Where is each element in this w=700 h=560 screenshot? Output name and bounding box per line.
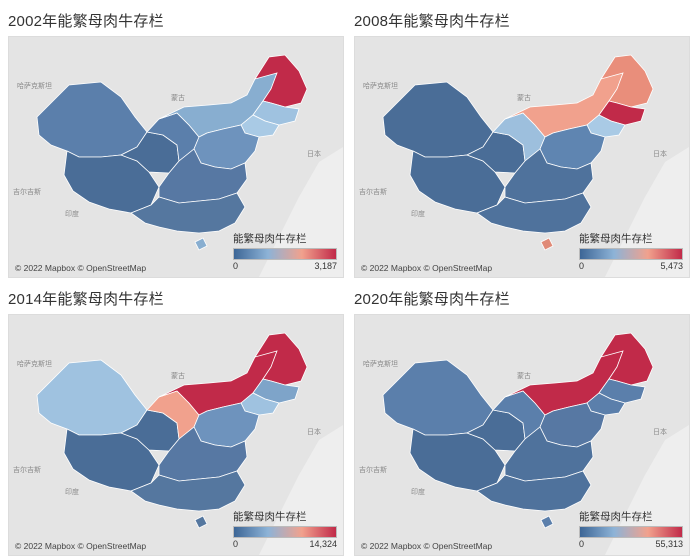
map-attribution: © 2022 Mapbox © OpenStreetMap [361,263,493,273]
province-tibet[interactable] [63,150,160,214]
legend-title: 能繁母肉牛存栏 [233,511,307,523]
country-label: 日本 [307,429,321,436]
legend-title: 能繁母肉牛存栏 [579,233,653,245]
map-panel: 2014年能繁母肉牛存栏 哈萨克斯坦 蒙古 吉尔吉斯 印度 日本 能繁母肉牛存栏… [4,284,344,556]
country-label: 蒙古 [517,95,531,102]
country-label: 哈萨克斯坦 [17,361,52,368]
legend-title: 能繁母肉牛存栏 [233,233,307,245]
province-heilongjiang[interactable] [600,332,654,386]
sea-area [259,425,343,555]
choropleth-map[interactable]: 哈萨克斯坦 蒙古 吉尔吉斯 印度 日本 能繁母肉牛存栏 0 3,187 © 20… [8,36,344,278]
legend-gradient-bar [579,526,683,538]
country-label: 哈萨克斯坦 [363,83,398,90]
province-heilongjiang[interactable] [254,332,308,386]
province-tibet[interactable] [409,150,506,214]
legend-min: 0 [579,261,585,271]
country-label: 吉尔吉斯 [13,467,41,474]
province-hainan[interactable] [194,237,208,251]
country-label: 印度 [65,211,79,218]
legend-gradient-bar [233,526,337,538]
province-south[interactable] [476,470,592,512]
legend-title: 能繁母肉牛存栏 [579,511,653,523]
province-south[interactable] [476,192,592,234]
country-label: 吉尔吉斯 [359,189,387,196]
choropleth-map[interactable]: 哈萨克斯坦 蒙古 吉尔吉斯 印度 日本 能繁母肉牛存栏 0 55,313 © 2… [354,314,690,556]
sea-area [605,147,689,277]
legend-min: 0 [233,261,239,271]
province-hainan[interactable] [194,515,208,529]
color-legend: 能繁母肉牛存栏 0 14,324 [233,509,337,550]
province-south[interactable] [130,470,246,512]
province-hainan[interactable] [540,515,554,529]
legend-max: 3,187 [314,261,337,271]
province-south[interactable] [130,192,246,234]
country-label: 日本 [653,151,667,158]
sea-area [605,425,689,555]
country-label: 哈萨克斯坦 [17,83,52,90]
country-label: 印度 [411,489,425,496]
panel-title: 2020年能繁母肉牛存栏 [354,291,510,308]
legend-max: 5,473 [660,261,683,271]
map-attribution: © 2022 Mapbox © OpenStreetMap [15,541,147,551]
legend-gradient-bar [233,248,337,260]
panel-title: 2008年能繁母肉牛存栏 [354,13,510,30]
sea-area [259,147,343,277]
map-panel: 2020年能繁母肉牛存栏 哈萨克斯坦 蒙古 吉尔吉斯 印度 日本 能繁母肉牛存栏… [350,284,690,556]
province-tibet[interactable] [63,428,160,492]
country-label: 印度 [411,211,425,218]
map-panel: 2008年能繁母肉牛存栏 哈萨克斯坦 蒙古 吉尔吉斯 印度 日本 能繁母肉牛存栏… [350,6,690,278]
country-label: 蒙古 [171,95,185,102]
panel-title: 2002年能繁母肉牛存栏 [8,13,164,30]
country-label: 蒙古 [517,373,531,380]
country-label: 吉尔吉斯 [359,467,387,474]
map-attribution: © 2022 Mapbox © OpenStreetMap [15,263,147,273]
choropleth-map[interactable]: 哈萨克斯坦 蒙古 吉尔吉斯 印度 日本 能繁母肉牛存栏 0 5,473 © 20… [354,36,690,278]
panel-title: 2014年能繁母肉牛存栏 [8,291,164,308]
country-label: 日本 [653,429,667,436]
province-tibet[interactable] [409,428,506,492]
legend-min: 0 [233,539,239,549]
country-label: 吉尔吉斯 [13,189,41,196]
country-label: 印度 [65,489,79,496]
legend-min: 0 [579,539,585,549]
country-label: 蒙古 [171,373,185,380]
legend-max: 55,313 [655,539,683,549]
choropleth-map[interactable]: 哈萨克斯坦 蒙古 吉尔吉斯 印度 日本 能繁母肉牛存栏 0 14,324 © 2… [8,314,344,556]
legend-gradient-bar [579,248,683,260]
color-legend: 能繁母肉牛存栏 0 55,313 [579,509,683,550]
province-heilongjiang[interactable] [254,54,308,108]
legend-max: 14,324 [309,539,337,549]
map-attribution: © 2022 Mapbox © OpenStreetMap [361,541,493,551]
province-heilongjiang[interactable] [600,54,654,108]
map-panel: 2002年能繁母肉牛存栏 哈萨克斯坦 蒙古 吉尔吉斯 印度 日本 能繁母肉牛存栏… [4,6,344,278]
province-hainan[interactable] [540,237,554,251]
country-label: 哈萨克斯坦 [363,361,398,368]
country-label: 日本 [307,151,321,158]
color-legend: 能繁母肉牛存栏 0 5,473 [579,231,683,272]
color-legend: 能繁母肉牛存栏 0 3,187 [233,231,337,272]
